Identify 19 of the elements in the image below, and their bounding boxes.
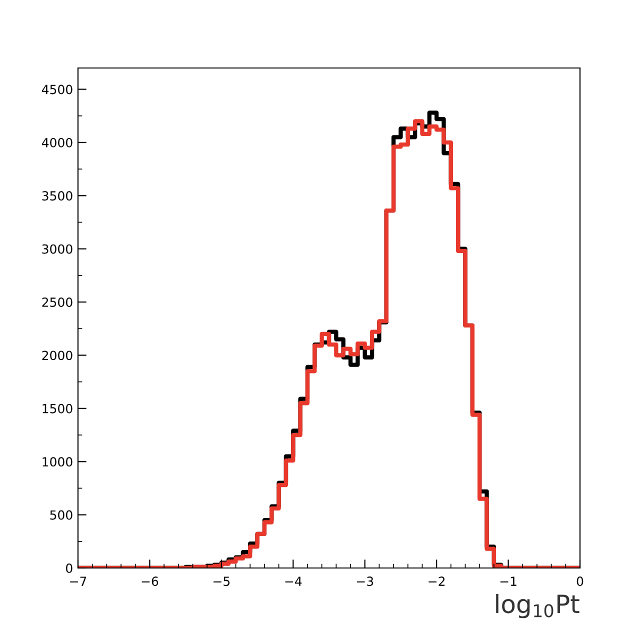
y-tick-label: 500 [50,510,72,520]
x-tick-label: −7 [70,576,86,586]
y-tick-label: 4000 [42,138,72,148]
y-tick-label: 1000 [42,457,72,467]
x-tick-label: −6 [142,576,158,586]
x-tick-label: 0 [576,576,584,586]
x-tick-label: −4 [285,576,302,586]
y-tick-label: 3500 [42,191,72,201]
x-tick-label: −1 [500,576,516,586]
x-tick-label: −3 [356,576,374,586]
y-tick-label: 2500 [42,298,72,307]
x-tick-label: −2 [428,576,445,586]
y-tick-label: 3000 [42,244,72,254]
y-tick-label: 1500 [42,404,72,414]
x-axis-title: log$_{10}$Pt [496,594,580,618]
x-tick-label: −5 [214,576,230,586]
y-tick-label: 2000 [42,350,72,360]
y-tick-label: 0 [66,563,72,573]
y-tick-label: 4500 [42,84,72,94]
